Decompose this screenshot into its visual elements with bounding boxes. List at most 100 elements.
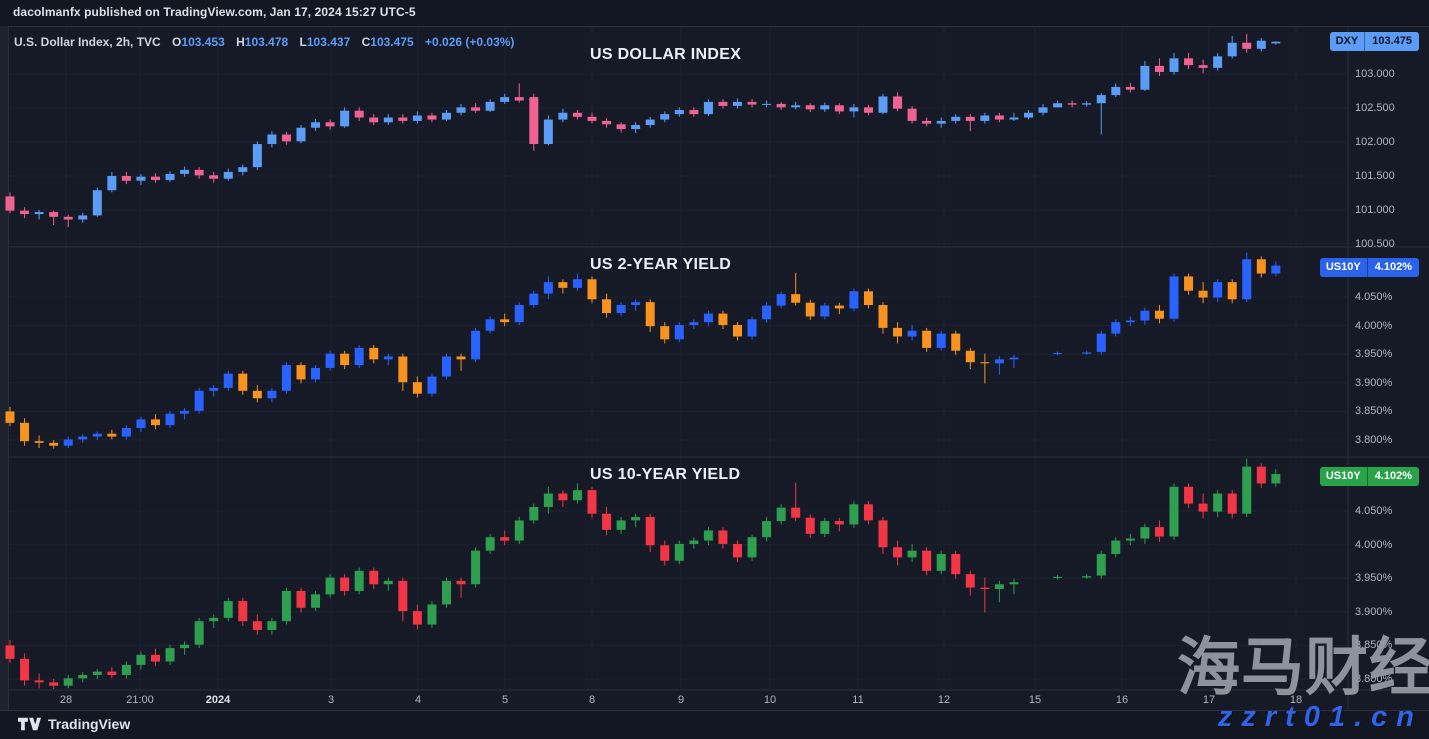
candle-body	[354, 110, 364, 118]
candle-body	[951, 116, 961, 121]
candle-body	[1154, 65, 1164, 72]
candle-body	[951, 554, 961, 575]
candle-body	[136, 176, 146, 181]
candle-body	[136, 654, 146, 665]
candle-body	[747, 101, 757, 105]
candle-body	[951, 333, 961, 351]
tradingview-brand-text: TradingView	[48, 716, 131, 732]
candle-body	[325, 122, 335, 127]
candle-body	[20, 422, 30, 442]
candle-body	[34, 212, 44, 215]
candles-us2y[interactable]	[5, 252, 1281, 449]
candle-body	[412, 115, 422, 121]
candle-body	[1169, 276, 1179, 319]
candle-body	[92, 671, 102, 675]
candle-body	[485, 537, 495, 551]
candle-body	[1242, 259, 1252, 300]
candle-body	[762, 305, 772, 320]
candle-body	[1213, 56, 1223, 68]
candle-body	[456, 356, 466, 360]
candle-body	[369, 570, 379, 585]
candle-body	[616, 520, 626, 530]
candle-body	[442, 112, 451, 120]
candle-body	[660, 545, 670, 561]
candle-body	[660, 326, 670, 340]
candle-body	[980, 362, 990, 364]
candle-body	[907, 550, 917, 558]
candle-body	[136, 419, 146, 428]
watermark-cjk-text: 海马财经	[1177, 631, 1429, 704]
candle-body	[922, 120, 932, 124]
candle-body	[587, 490, 597, 514]
candle-body	[965, 350, 975, 363]
candle-body	[121, 427, 131, 437]
candle-body	[252, 621, 262, 630]
candle-body	[1125, 320, 1135, 323]
candle-body	[107, 671, 117, 675]
candle-body	[616, 305, 626, 314]
candle-body	[645, 517, 655, 546]
candle-body	[674, 325, 684, 340]
candle-body	[223, 171, 233, 179]
candle-body	[1111, 86, 1121, 96]
candle-body	[514, 305, 524, 323]
candle-body	[121, 664, 131, 675]
candle-body	[398, 356, 408, 383]
candle-body	[718, 101, 728, 106]
candle-body	[383, 356, 393, 360]
candle-body	[1198, 290, 1208, 298]
candle-body	[572, 279, 582, 288]
candle-body	[529, 506, 539, 521]
candle-body	[34, 680, 44, 683]
candle-body	[296, 127, 306, 142]
candle-body	[412, 382, 422, 394]
candle-body	[223, 373, 233, 388]
candle-body	[703, 530, 713, 541]
candle-body	[238, 601, 248, 622]
candle-body	[1271, 265, 1281, 274]
candle-body	[1009, 582, 1019, 585]
candle-body	[471, 550, 481, 585]
candle-body	[151, 654, 160, 662]
candle-body	[1053, 103, 1063, 108]
left-margin-strip	[0, 26, 8, 710]
candle-body	[834, 305, 844, 309]
candle-body	[252, 390, 262, 399]
chart-widget[interactable]	[8, 26, 1429, 711]
tradingview-brand-link[interactable]: TradingView	[18, 716, 130, 732]
candle-body	[1140, 527, 1150, 539]
candle-body	[354, 347, 364, 366]
candle-body	[718, 313, 728, 326]
candle-body	[602, 299, 612, 314]
tradingview-logo-icon	[18, 717, 41, 731]
candle-body	[893, 327, 903, 337]
candle-body	[1242, 42, 1252, 49]
candle-body	[63, 678, 73, 686]
candle-body	[529, 293, 539, 306]
candle-body	[1256, 466, 1266, 484]
candle-body	[1009, 357, 1019, 360]
candle-body	[1271, 474, 1281, 484]
candle-body	[863, 504, 873, 521]
candle-body	[587, 116, 597, 121]
candles-dxy[interactable]	[5, 33, 1281, 227]
candle-body	[238, 373, 248, 391]
candles-us10y[interactable]	[5, 458, 1281, 689]
candle-body	[369, 117, 379, 123]
candle-body	[180, 644, 190, 649]
candle-body	[1140, 65, 1150, 90]
candle-body	[893, 547, 903, 558]
candle-body	[645, 119, 655, 125]
candle-body	[936, 120, 946, 124]
candle-body	[587, 279, 597, 300]
candle-body	[762, 103, 772, 105]
candle-body	[1009, 117, 1019, 120]
candle-body	[63, 216, 73, 220]
candle-body	[1169, 58, 1179, 72]
candle-body	[878, 520, 888, 548]
candle-body	[849, 107, 859, 112]
candle-body	[485, 319, 495, 331]
candle-body	[281, 134, 291, 142]
